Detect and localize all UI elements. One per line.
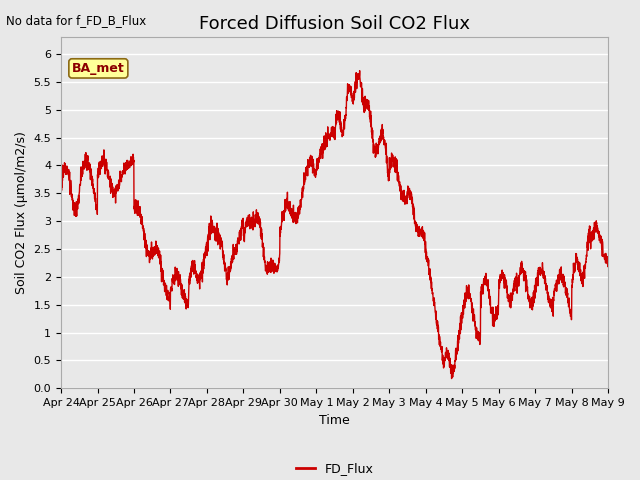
- Text: No data for f_FD_B_Flux: No data for f_FD_B_Flux: [6, 14, 147, 27]
- Title: Forced Diffusion Soil CO2 Flux: Forced Diffusion Soil CO2 Flux: [199, 15, 470, 33]
- X-axis label: Time: Time: [319, 414, 350, 427]
- Y-axis label: Soil CO2 Flux (µmol/m2/s): Soil CO2 Flux (µmol/m2/s): [15, 132, 28, 294]
- Text: BA_met: BA_met: [72, 62, 125, 75]
- Legend: FD_Flux: FD_Flux: [291, 457, 378, 480]
